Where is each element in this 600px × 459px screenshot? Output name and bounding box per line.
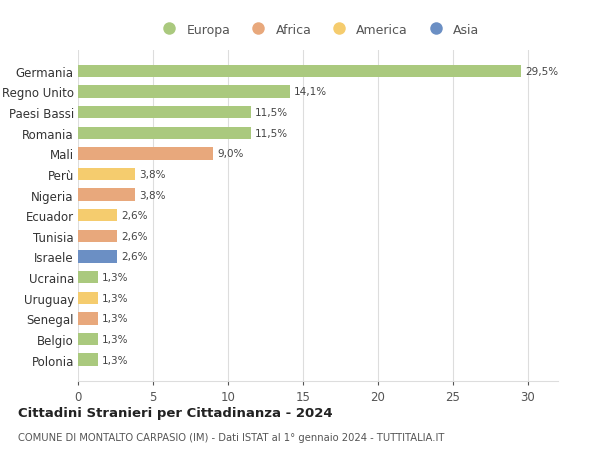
Bar <box>78 86 290 98</box>
Text: 14,1%: 14,1% <box>294 87 327 97</box>
Text: 3,8%: 3,8% <box>139 169 166 179</box>
Text: 2,6%: 2,6% <box>121 252 148 262</box>
Text: 2,6%: 2,6% <box>121 211 148 221</box>
Bar <box>78 230 117 242</box>
Bar <box>78 353 97 366</box>
Text: 1,3%: 1,3% <box>102 334 128 344</box>
Text: 1,3%: 1,3% <box>102 293 128 303</box>
Text: 11,5%: 11,5% <box>255 129 288 139</box>
Bar <box>78 66 521 78</box>
Bar <box>78 148 213 160</box>
Bar <box>78 251 117 263</box>
Text: 1,3%: 1,3% <box>102 355 128 365</box>
Bar <box>78 292 97 304</box>
Text: 9,0%: 9,0% <box>218 149 244 159</box>
Bar <box>78 313 97 325</box>
Text: 1,3%: 1,3% <box>102 273 128 282</box>
Text: 3,8%: 3,8% <box>139 190 166 200</box>
Bar <box>78 127 251 140</box>
Text: 2,6%: 2,6% <box>121 231 148 241</box>
Text: COMUNE DI MONTALTO CARPASIO (IM) - Dati ISTAT al 1° gennaio 2024 - TUTTITALIA.IT: COMUNE DI MONTALTO CARPASIO (IM) - Dati … <box>18 432 445 442</box>
Bar <box>78 168 135 181</box>
Text: 29,5%: 29,5% <box>525 67 558 77</box>
Bar <box>78 106 251 119</box>
Legend: Europa, Africa, America, Asia: Europa, Africa, America, Asia <box>157 24 479 37</box>
Bar <box>78 271 97 284</box>
Text: Cittadini Stranieri per Cittadinanza - 2024: Cittadini Stranieri per Cittadinanza - 2… <box>18 406 332 419</box>
Text: 1,3%: 1,3% <box>102 313 128 324</box>
Bar <box>78 333 97 345</box>
Bar <box>78 210 117 222</box>
Text: 11,5%: 11,5% <box>255 108 288 118</box>
Bar <box>78 189 135 202</box>
